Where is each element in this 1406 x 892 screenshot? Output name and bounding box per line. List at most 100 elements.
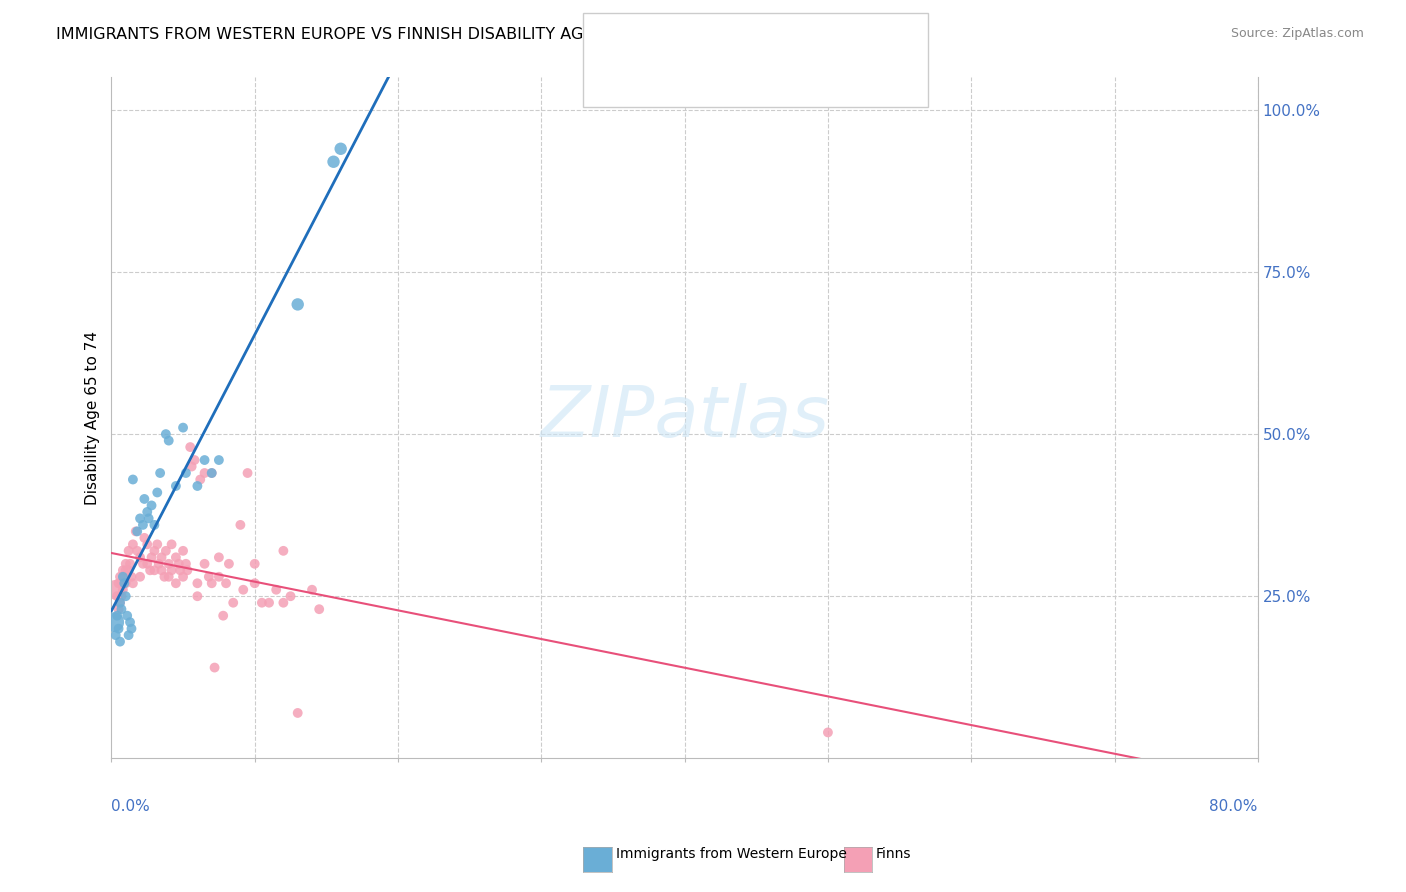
Point: [186, 576, 208, 591]
Point: [139, 563, 162, 577]
Point: [118, 557, 141, 571]
Point: [287, 297, 309, 311]
Point: [273, 596, 295, 610]
Text: 80.0%: 80.0%: [1209, 799, 1258, 814]
Point: [143, 517, 166, 532]
Point: [201, 466, 224, 480]
Point: [105, 589, 128, 603]
Point: [172, 570, 194, 584]
Text: 0.622: 0.622: [686, 34, 734, 49]
Point: [136, 557, 159, 571]
Point: [110, 602, 132, 616]
Point: [188, 473, 211, 487]
Point: [243, 576, 266, 591]
Point: [153, 570, 176, 584]
Point: [111, 570, 134, 584]
Point: [218, 557, 240, 571]
Point: [108, 634, 131, 648]
Point: [243, 557, 266, 571]
Point: [129, 511, 152, 525]
Text: -0.015: -0.015: [686, 94, 741, 109]
Point: [107, 576, 129, 591]
Point: [150, 550, 173, 565]
Point: [172, 420, 194, 434]
Point: [132, 517, 155, 532]
Point: [110, 589, 132, 603]
Point: [183, 453, 205, 467]
Point: [104, 628, 127, 642]
Point: [264, 582, 287, 597]
Point: [122, 537, 145, 551]
Point: [143, 544, 166, 558]
Point: [125, 524, 148, 539]
Point: [198, 570, 221, 584]
Point: [117, 544, 139, 558]
Text: IMMIGRANTS FROM WESTERN EUROPE VS FINNISH DISABILITY AGE 65 TO 74 CORRELATION CH: IMMIGRANTS FROM WESTERN EUROPE VS FINNIS…: [56, 27, 851, 42]
Point: [204, 660, 226, 674]
Point: [117, 563, 139, 577]
Text: R =: R =: [641, 34, 675, 49]
Point: [114, 557, 136, 571]
Point: [134, 531, 156, 545]
Point: [121, 570, 143, 584]
Point: [186, 589, 208, 603]
Point: [176, 563, 198, 577]
Point: [160, 537, 183, 551]
Point: [118, 615, 141, 629]
Point: [169, 563, 191, 577]
Point: [129, 550, 152, 565]
Point: [174, 557, 197, 571]
Point: [138, 511, 160, 525]
Point: [108, 596, 131, 610]
Point: [250, 596, 273, 610]
Text: N =: N =: [754, 94, 787, 109]
Point: [107, 622, 129, 636]
Point: [136, 537, 159, 551]
Point: [134, 491, 156, 506]
Text: R =: R =: [641, 94, 675, 109]
Point: [165, 576, 187, 591]
Point: [121, 622, 143, 636]
Point: [108, 570, 131, 584]
Point: [257, 596, 280, 610]
Point: [180, 459, 202, 474]
Point: [146, 485, 169, 500]
Point: [114, 576, 136, 591]
Point: [232, 582, 254, 597]
Point: [172, 544, 194, 558]
Point: [105, 608, 128, 623]
Point: [122, 473, 145, 487]
Text: 37: 37: [799, 34, 820, 49]
Point: [155, 427, 177, 442]
Point: [322, 154, 344, 169]
Point: [287, 706, 309, 720]
Point: [167, 557, 190, 571]
Point: [165, 550, 187, 565]
Point: [212, 608, 235, 623]
Point: [112, 570, 135, 584]
Point: [136, 505, 159, 519]
Text: N =: N =: [754, 34, 787, 49]
Point: [112, 576, 135, 591]
Point: [122, 576, 145, 591]
Point: [222, 596, 245, 610]
Point: [129, 570, 152, 584]
Text: Immigrants from Western Europe: Immigrants from Western Europe: [616, 847, 846, 861]
Text: 0.0%: 0.0%: [111, 799, 150, 814]
Text: Finns: Finns: [876, 847, 911, 861]
Point: [155, 544, 177, 558]
Text: ZIPatlas: ZIPatlas: [540, 384, 830, 452]
Point: [329, 142, 352, 156]
Point: [127, 544, 149, 558]
Point: [165, 479, 187, 493]
Point: [127, 524, 149, 539]
Point: [193, 466, 215, 480]
Point: [280, 589, 302, 603]
Point: [103, 615, 125, 629]
Point: [157, 557, 180, 571]
Point: [114, 563, 136, 577]
Point: [201, 466, 224, 480]
Point: [107, 602, 129, 616]
Point: [114, 589, 136, 603]
Point: [108, 596, 131, 610]
